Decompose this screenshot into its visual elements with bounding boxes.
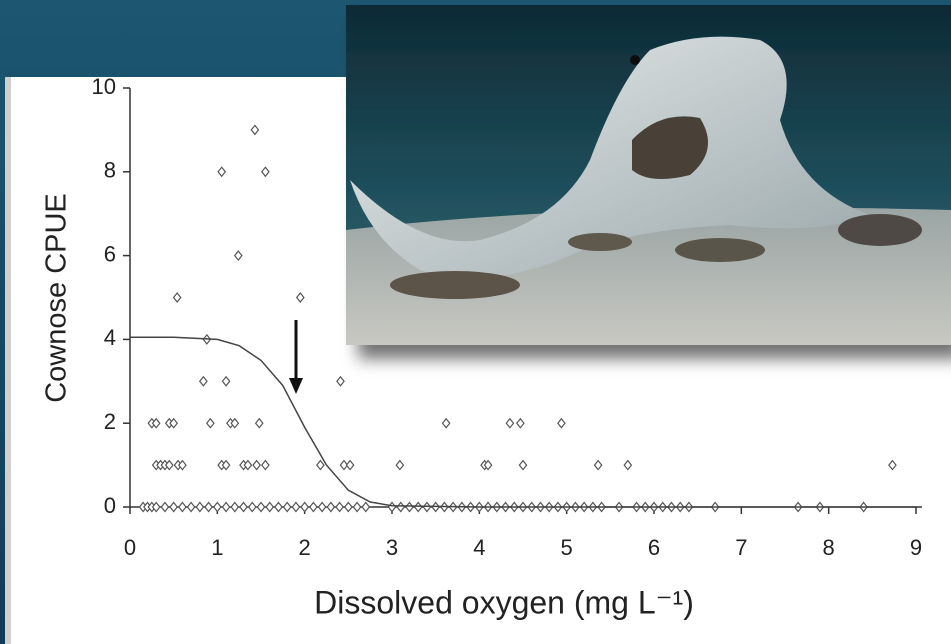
x-tick-label: 0 bbox=[124, 535, 136, 560]
x-tick-label: 4 bbox=[473, 535, 485, 560]
y-tick-label: 6 bbox=[104, 241, 116, 266]
y-tick-label: 0 bbox=[104, 493, 116, 518]
y-tick-label: 10 bbox=[92, 74, 116, 99]
x-tick-label: 1 bbox=[211, 535, 223, 560]
photo bbox=[346, 5, 951, 345]
y-tick-label: 2 bbox=[104, 409, 116, 434]
slide: 0 2 4 6 8 10 0 1 2 3 4 5 6 7 8 9 Cownose CPUE Dissolved… bbox=[0, 0, 951, 644]
x-tick-label: 5 bbox=[561, 535, 573, 560]
x-axis-title: Dissolved oxygen (mg L⁻¹) bbox=[314, 584, 694, 620]
panel-edge bbox=[5, 77, 11, 644]
x-tick-label: 2 bbox=[299, 535, 311, 560]
y-axis-title: Cownose CPUE bbox=[41, 193, 73, 403]
x-tick-label: 9 bbox=[910, 535, 922, 560]
y-tick-label: 4 bbox=[104, 325, 116, 350]
x-tick-label: 3 bbox=[386, 535, 398, 560]
y-tick-label: 8 bbox=[104, 158, 116, 183]
x-tick-label: 7 bbox=[735, 535, 747, 560]
x-tick-label: 8 bbox=[823, 535, 835, 560]
x-tick-label: 6 bbox=[648, 535, 660, 560]
